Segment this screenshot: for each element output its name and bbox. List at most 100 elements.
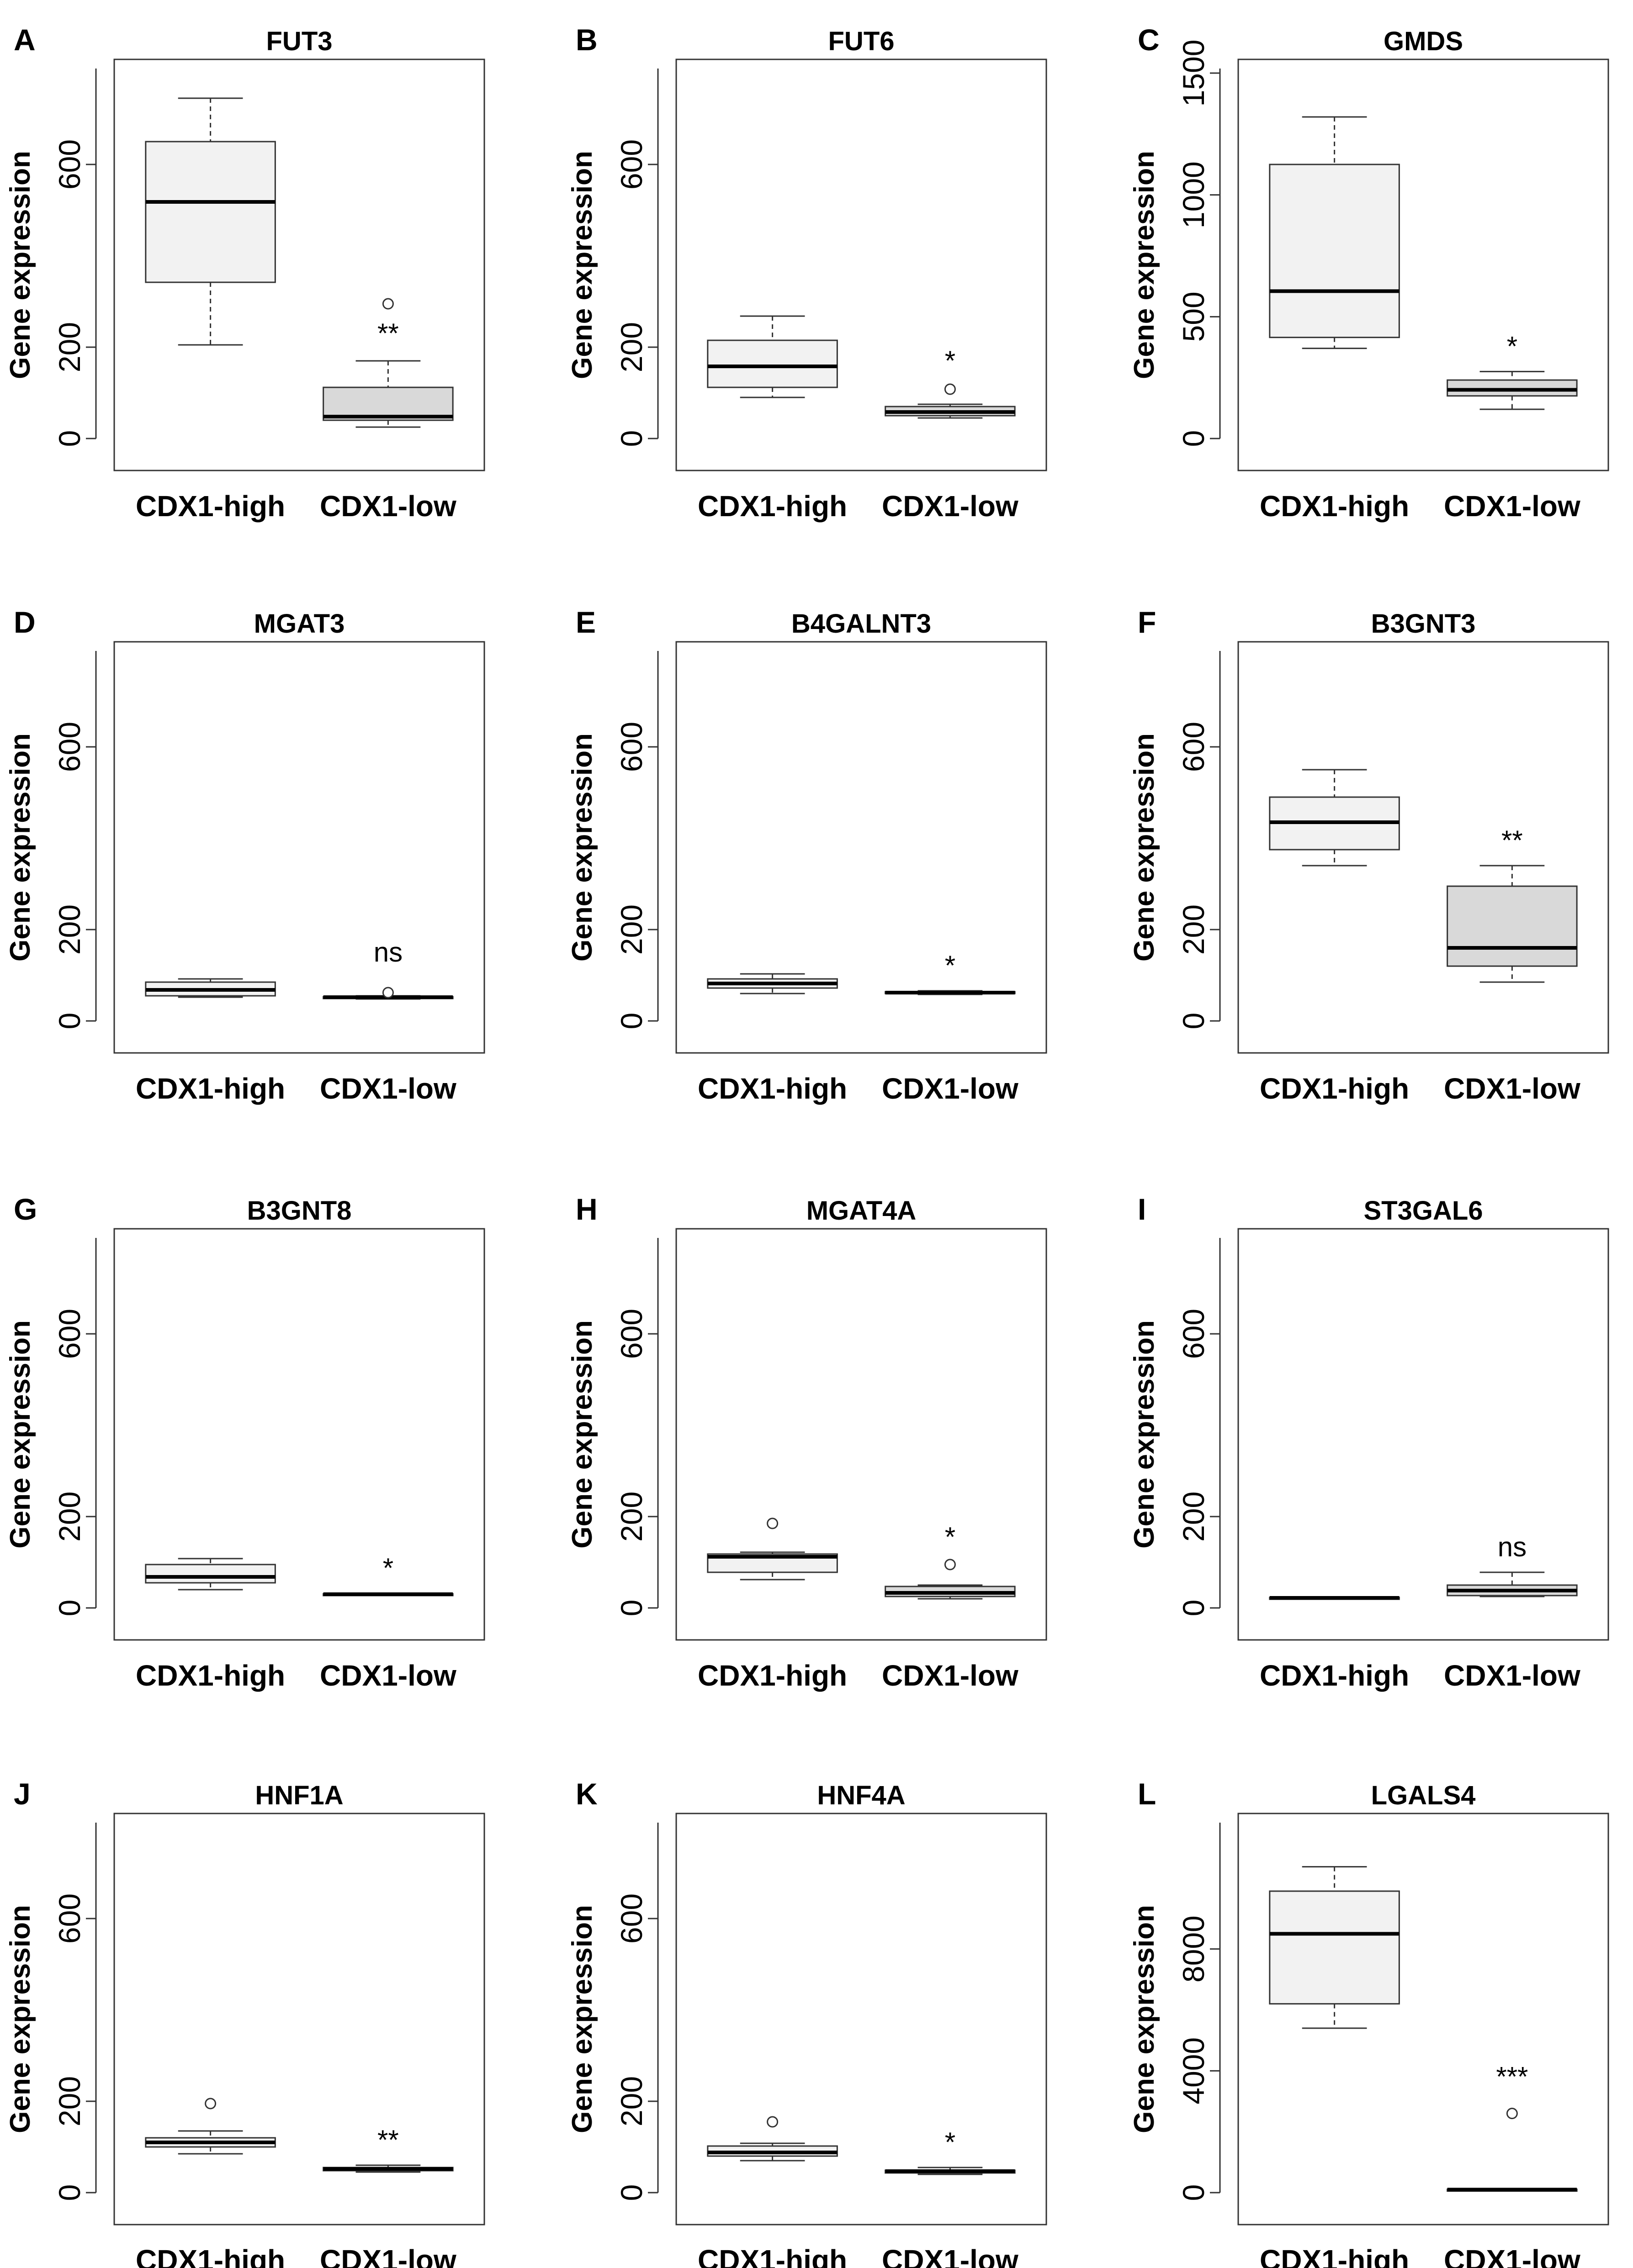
- significance-label: *: [383, 1553, 393, 1583]
- box-cdx1-low: [323, 2164, 454, 2173]
- box-cdx1-high: [707, 315, 838, 398]
- outlier-point: [944, 383, 956, 395]
- panel-title: B4GALNT3: [791, 609, 931, 639]
- chart-panel-h: H MGAT4A 0 200 600 Gene expression CDX1-high CD…: [567, 1192, 1047, 1692]
- y-tick-label: 600: [53, 722, 86, 772]
- y-axis-label: Gene expression: [1129, 733, 1160, 962]
- significance-label: ***: [1496, 2062, 1528, 2092]
- plot-frame: [675, 641, 1047, 1054]
- x-tick-label: CDX1-high: [136, 490, 285, 523]
- significance-label: ns: [374, 937, 403, 967]
- plot-frame: [1237, 58, 1609, 471]
- panel-letter: E: [576, 605, 596, 639]
- box-cdx1-low: [885, 1559, 1016, 1600]
- box-iqr: [145, 1564, 276, 1584]
- x-tick-label: CDX1-high: [698, 490, 847, 523]
- plot-frame: [113, 641, 485, 1054]
- y-tick-label: 0: [53, 2184, 86, 2201]
- y-tick-label: 200: [53, 322, 86, 372]
- box-cdx1-high: [1269, 1866, 1400, 2029]
- significance-label: **: [1501, 825, 1523, 856]
- y-axis-label: Gene expression: [567, 1320, 598, 1549]
- y-axis-label: Gene expression: [5, 733, 36, 962]
- panel-letter: J: [14, 1777, 31, 1811]
- chart-panel-l: L LGALS4 0 4000 8000 Gene expression CDX1-high…: [1129, 1777, 1609, 2268]
- x-tick-label: CDX1-low: [1444, 490, 1580, 523]
- x-tick-label: CDX1-high: [136, 2244, 285, 2268]
- panel-letter: L: [1138, 1777, 1156, 1811]
- chart-panel-i: I ST3GAL6 0 200 600 Gene expression CDX1-high C…: [1129, 1192, 1609, 1692]
- y-tick-label: 0: [1177, 430, 1210, 447]
- y-tick-label: 200: [615, 322, 648, 372]
- y-tick-label: 200: [53, 904, 86, 955]
- x-tick-label: CDX1-low: [320, 1072, 456, 1105]
- y-tick-label: 200: [1177, 1491, 1210, 1542]
- panel-title: HNF4A: [817, 1781, 905, 1810]
- y-tick-label: 600: [53, 1893, 86, 1944]
- x-tick-label: CDX1-low: [1444, 2244, 1580, 2268]
- x-tick-label: CDX1-high: [1260, 2244, 1409, 2268]
- y-tick-label: 200: [53, 2076, 86, 2126]
- y-axis-label: Gene expression: [1129, 1905, 1160, 2133]
- x-tick-label: CDX1-high: [136, 1072, 285, 1105]
- x-tick-label: CDX1-high: [698, 1072, 847, 1105]
- y-tick-label: 0: [53, 1600, 86, 1617]
- y-tick-label: 1000: [1177, 161, 1210, 228]
- y-tick-label: 0: [1177, 1013, 1210, 1030]
- panel-letter: K: [576, 1777, 598, 1811]
- plot-frame: [113, 58, 485, 471]
- chart-panel-g: G B3GNT8 0 200 600 Gene expression CDX1-high CD…: [5, 1192, 485, 1692]
- plot-frame: [675, 58, 1047, 471]
- panel-letter: F: [1138, 605, 1156, 639]
- y-tick-label: 1500: [1177, 40, 1210, 107]
- x-tick-label: CDX1-high: [1260, 1659, 1409, 1692]
- y-tick-label: 600: [615, 139, 648, 190]
- outlier-point: [767, 2116, 779, 2128]
- y-tick-label: 0: [1177, 1600, 1210, 1617]
- outlier-point: [382, 298, 394, 310]
- box-cdx1-low: [885, 990, 1016, 995]
- panel-title: B3GNT8: [247, 1196, 352, 1226]
- x-tick-label: CDX1-high: [698, 1659, 847, 1692]
- panel-letter: D: [14, 605, 36, 639]
- box-cdx1-low: [1447, 865, 1578, 983]
- chart-panel-b: B FUT6 0 200 600 Gene expression CDX1-high CDX1…: [567, 23, 1047, 523]
- plot-frame: [113, 1228, 485, 1641]
- x-tick-label: CDX1-low: [320, 1659, 456, 1692]
- significance-label: **: [377, 2125, 399, 2155]
- x-tick-label: CDX1-low: [882, 1072, 1018, 1105]
- y-tick-label: 8000: [1177, 1915, 1210, 1983]
- y-tick-label: 600: [615, 1309, 648, 1359]
- box-cdx1-low: [1447, 370, 1578, 410]
- box-cdx1-high: [1269, 769, 1400, 867]
- outlier-point: [1506, 2108, 1518, 2120]
- box-iqr: [1269, 1890, 1400, 2005]
- box-cdx1-low: [1447, 1571, 1578, 1597]
- box-cdx1-low: [323, 1592, 454, 1597]
- y-tick-label: 4000: [1177, 2037, 1210, 2104]
- panel-title: MGAT4A: [806, 1196, 917, 1226]
- y-tick-label: 200: [615, 1491, 648, 1542]
- y-tick-label: 0: [615, 430, 648, 447]
- x-tick-label: CDX1-low: [1444, 1659, 1580, 1692]
- box-cdx1-high: [1269, 1596, 1400, 1600]
- chart-panel-a: A FUT3 0 200 600 Gene expression CDX1-high CDX1…: [5, 23, 485, 523]
- significance-label: *: [1507, 331, 1517, 361]
- panel-title: B3GNT3: [1371, 609, 1476, 639]
- y-tick-label: 0: [615, 1013, 648, 1030]
- y-tick-label: 200: [1177, 904, 1210, 955]
- box-cdx1-high: [707, 973, 838, 994]
- box-cdx1-high: [707, 1517, 838, 1581]
- x-tick-label: CDX1-high: [1260, 1072, 1409, 1105]
- panel-letter: C: [1138, 23, 1160, 57]
- y-tick-label: 600: [53, 139, 86, 190]
- box-cdx1-low: [323, 987, 454, 1000]
- outlier-point: [767, 1517, 779, 1529]
- box-iqr: [1269, 164, 1400, 338]
- y-tick-label: 600: [615, 722, 648, 772]
- y-tick-label: 600: [615, 1893, 648, 1944]
- panel-letter: I: [1138, 1192, 1146, 1226]
- x-tick-label: CDX1-high: [1260, 490, 1409, 523]
- significance-label: *: [945, 1522, 955, 1552]
- box-cdx1-high: [145, 97, 276, 346]
